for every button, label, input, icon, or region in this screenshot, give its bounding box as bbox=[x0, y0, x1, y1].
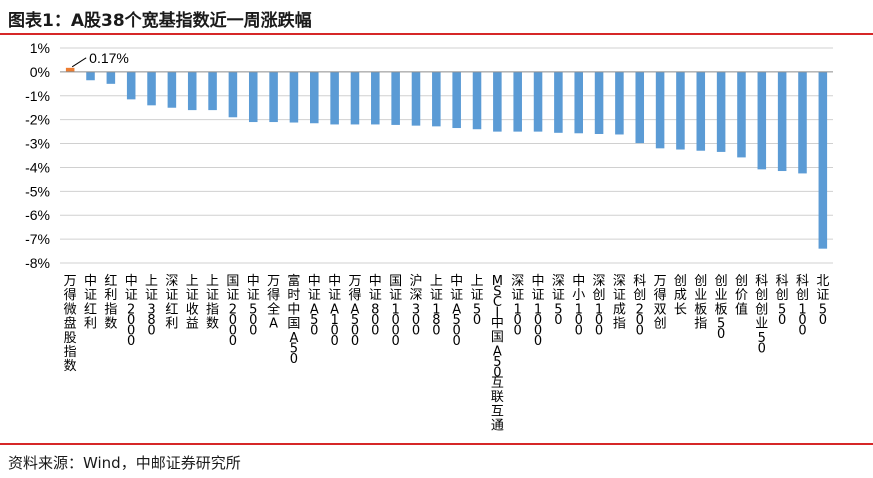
bar bbox=[533, 71, 543, 132]
bar bbox=[472, 71, 482, 130]
bar bbox=[574, 71, 583, 134]
x-category-label: 沪深 3 0 0 bbox=[409, 273, 422, 338]
bar-chart: 1% 0% -1% -2% -3% -4% -5% -6% -7% -8% 万得微盘股指数中证红利… bbox=[25, 40, 833, 434]
y-tick-label: -6% bbox=[25, 207, 50, 223]
bar bbox=[432, 71, 441, 127]
bar bbox=[655, 71, 665, 149]
bar bbox=[65, 67, 75, 72]
x-category-label: 深创 1 0 0 bbox=[593, 274, 606, 338]
bar bbox=[513, 71, 522, 132]
x-category-label: 创成长 bbox=[674, 274, 687, 317]
bar bbox=[126, 71, 136, 100]
x-category-label: 科创 5 0 bbox=[776, 274, 789, 328]
data-label: 0.17% bbox=[89, 50, 129, 66]
y-axis-tick-labels: 1% 0% -1% -2% -3% -4% -5% -6% -7% -8% bbox=[25, 40, 50, 271]
x-category-label: 上证收益 bbox=[186, 274, 199, 332]
x-category-label: 上证 5 0 bbox=[471, 274, 484, 328]
x-category-label: 创业板指 bbox=[694, 274, 707, 332]
bar bbox=[635, 71, 645, 144]
x-category-label: 创价值 bbox=[735, 274, 748, 317]
source-note: 资料来源：Wind，中邮证券研究所 bbox=[8, 454, 241, 472]
bar bbox=[391, 71, 400, 125]
bar bbox=[269, 71, 278, 123]
bars bbox=[65, 67, 828, 249]
x-category-label: 国证 1 0 0 0 bbox=[389, 274, 402, 349]
y-tick-label: -7% bbox=[25, 231, 50, 247]
bar bbox=[86, 71, 95, 81]
bar bbox=[737, 71, 746, 158]
x-category-label: 红利指数 bbox=[104, 273, 117, 332]
bar bbox=[452, 71, 461, 129]
x-category-label: 中证 2 0 0 0 bbox=[125, 274, 138, 349]
x-category-label: 科创 2 0 0 bbox=[633, 274, 646, 338]
bar bbox=[350, 71, 360, 125]
title-divider bbox=[0, 33, 873, 35]
y-tick-label: 0% bbox=[30, 64, 50, 80]
x-category-label: 深证 1 0 0 bbox=[511, 274, 524, 338]
y-tick-label: -4% bbox=[25, 159, 50, 175]
annotations: 0.17% bbox=[71, 50, 129, 68]
bar bbox=[594, 71, 604, 134]
x-category-label: 上证指数 bbox=[206, 274, 219, 332]
x-category-label: 深证成指 bbox=[613, 274, 626, 332]
x-category-label: 深证 5 0 bbox=[552, 274, 565, 328]
y-tick-label: -2% bbox=[25, 112, 50, 128]
bar bbox=[777, 71, 787, 172]
x-category-label: 中证 5 0 0 bbox=[247, 274, 260, 338]
bar bbox=[798, 71, 807, 174]
bar bbox=[208, 71, 217, 111]
bar bbox=[330, 71, 339, 125]
bar bbox=[310, 71, 319, 124]
x-category-label: 中证 8 0 0 bbox=[369, 274, 382, 338]
x-category-label: 中证红利 bbox=[84, 274, 97, 332]
y-tick-label: 1% bbox=[30, 40, 50, 56]
x-category-label: 万得双创 bbox=[654, 274, 667, 332]
x-category-label: 中证 A 5 0 0 bbox=[450, 274, 463, 349]
x-category-label: 中证 1 0 0 0 bbox=[532, 274, 545, 349]
x-category-label: 富时中国 A 5 0 bbox=[287, 273, 300, 367]
x-category-label: 深证红利 bbox=[165, 274, 178, 332]
x-category-label: 中证 A 5 0 bbox=[308, 274, 321, 338]
x-category-label: M S C I 中国 A 5 0 互联互通 bbox=[491, 274, 504, 434]
y-tick-label: -3% bbox=[25, 136, 50, 152]
y-tick-label: -1% bbox=[25, 88, 50, 104]
bar bbox=[818, 71, 828, 249]
bar bbox=[371, 71, 380, 125]
x-category-label: 上证 3 8 0 bbox=[145, 274, 158, 338]
bar bbox=[493, 71, 502, 132]
bar bbox=[228, 71, 238, 118]
x-category-label: 中小 1 0 0 bbox=[572, 274, 585, 338]
x-category-label: 上证 1 8 0 bbox=[430, 274, 443, 338]
x-category-label: 科创创业 5 0 bbox=[755, 274, 768, 356]
x-category-label: 万得 A 5 0 0 bbox=[348, 274, 361, 349]
bar bbox=[147, 71, 156, 106]
bar bbox=[411, 71, 421, 126]
x-category-label: 科创 1 0 0 bbox=[796, 274, 809, 338]
bar bbox=[289, 71, 299, 123]
x-category-label: 创业板 5 0 bbox=[715, 274, 728, 342]
bar bbox=[676, 71, 685, 150]
page-title: 图表1：A股38个宽基指数近一周涨跌幅 bbox=[8, 11, 312, 31]
y-tick-label: -8% bbox=[25, 255, 50, 271]
footer-divider bbox=[0, 443, 873, 445]
x-category-label: 国证 2 0 0 0 bbox=[226, 274, 239, 349]
bar bbox=[615, 71, 624, 135]
x-category-label: 北证 5 0 bbox=[816, 274, 829, 328]
bar bbox=[716, 71, 726, 152]
bar bbox=[248, 71, 258, 123]
annotation-leader-line bbox=[71, 57, 87, 68]
bar bbox=[187, 71, 197, 111]
bar bbox=[106, 71, 116, 84]
x-category-label: 中证 A 1 0 0 bbox=[328, 274, 341, 349]
bar bbox=[167, 71, 177, 108]
bar bbox=[554, 71, 563, 133]
y-tick-label: -5% bbox=[25, 183, 50, 199]
bar bbox=[696, 71, 706, 151]
bar bbox=[757, 71, 767, 170]
x-category-label: 万得微盘股指数 bbox=[64, 274, 77, 374]
x-category-label: 万得全 A bbox=[267, 274, 280, 332]
